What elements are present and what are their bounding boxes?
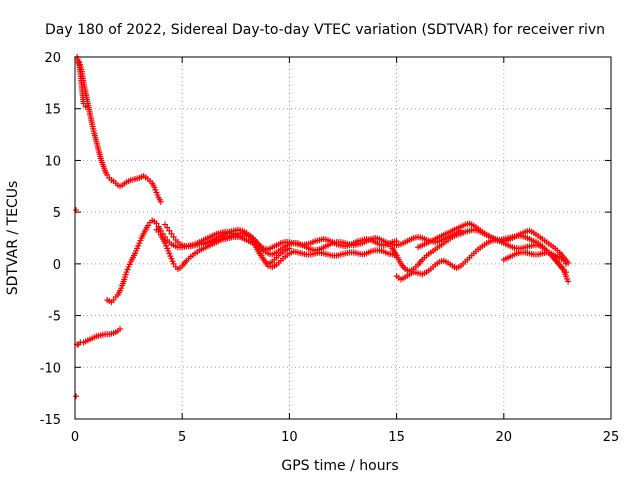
data-point <box>164 224 171 231</box>
x-axis-label: GPS time / hours <box>281 458 398 474</box>
y-tick-label: 10 <box>44 154 61 169</box>
axis-ticks <box>74 56 612 420</box>
data-point <box>117 326 124 333</box>
y-axis-label: SDTVAR / TECUs <box>5 181 21 296</box>
x-tick-label: 15 <box>388 430 405 445</box>
x-tick-label: 25 <box>603 430 620 445</box>
data-point <box>80 100 87 107</box>
x-tick-label: 20 <box>496 430 513 445</box>
data-point <box>110 297 117 304</box>
y-tick-label: 5 <box>53 206 61 221</box>
plot-frame <box>74 56 612 420</box>
data-point <box>166 227 173 234</box>
data-point <box>144 222 151 229</box>
x-tick-label: 0 <box>71 430 79 445</box>
x-tick-label: 5 <box>178 430 186 445</box>
data-point <box>82 103 89 110</box>
data-points <box>73 54 572 400</box>
data-point <box>73 393 80 400</box>
data-point <box>565 278 572 285</box>
y-tick-label: 15 <box>44 103 61 118</box>
data-point <box>153 220 160 227</box>
tick-labels: 0 5 10 15 20 25 -15 -10 -5 0 5 10 15 20 <box>40 51 620 445</box>
data-point <box>168 230 175 237</box>
data-point <box>162 221 169 228</box>
chart-title: Day 180 of 2022, Sidereal Day-to-day VTE… <box>45 22 605 38</box>
y-tick-label: 0 <box>53 258 61 273</box>
data-point <box>155 228 162 235</box>
y-tick-label: -5 <box>48 310 61 325</box>
y-tick-label: -10 <box>40 361 61 376</box>
x-tick-label: 10 <box>281 430 298 445</box>
data-point <box>170 260 177 267</box>
data-point <box>157 198 164 205</box>
y-tick-label: -15 <box>40 413 61 428</box>
data-point <box>73 207 80 214</box>
y-tick-label: 20 <box>44 51 61 66</box>
data-point <box>170 233 177 240</box>
data-point <box>560 257 567 264</box>
data-point <box>104 171 111 178</box>
data-point <box>562 260 569 267</box>
